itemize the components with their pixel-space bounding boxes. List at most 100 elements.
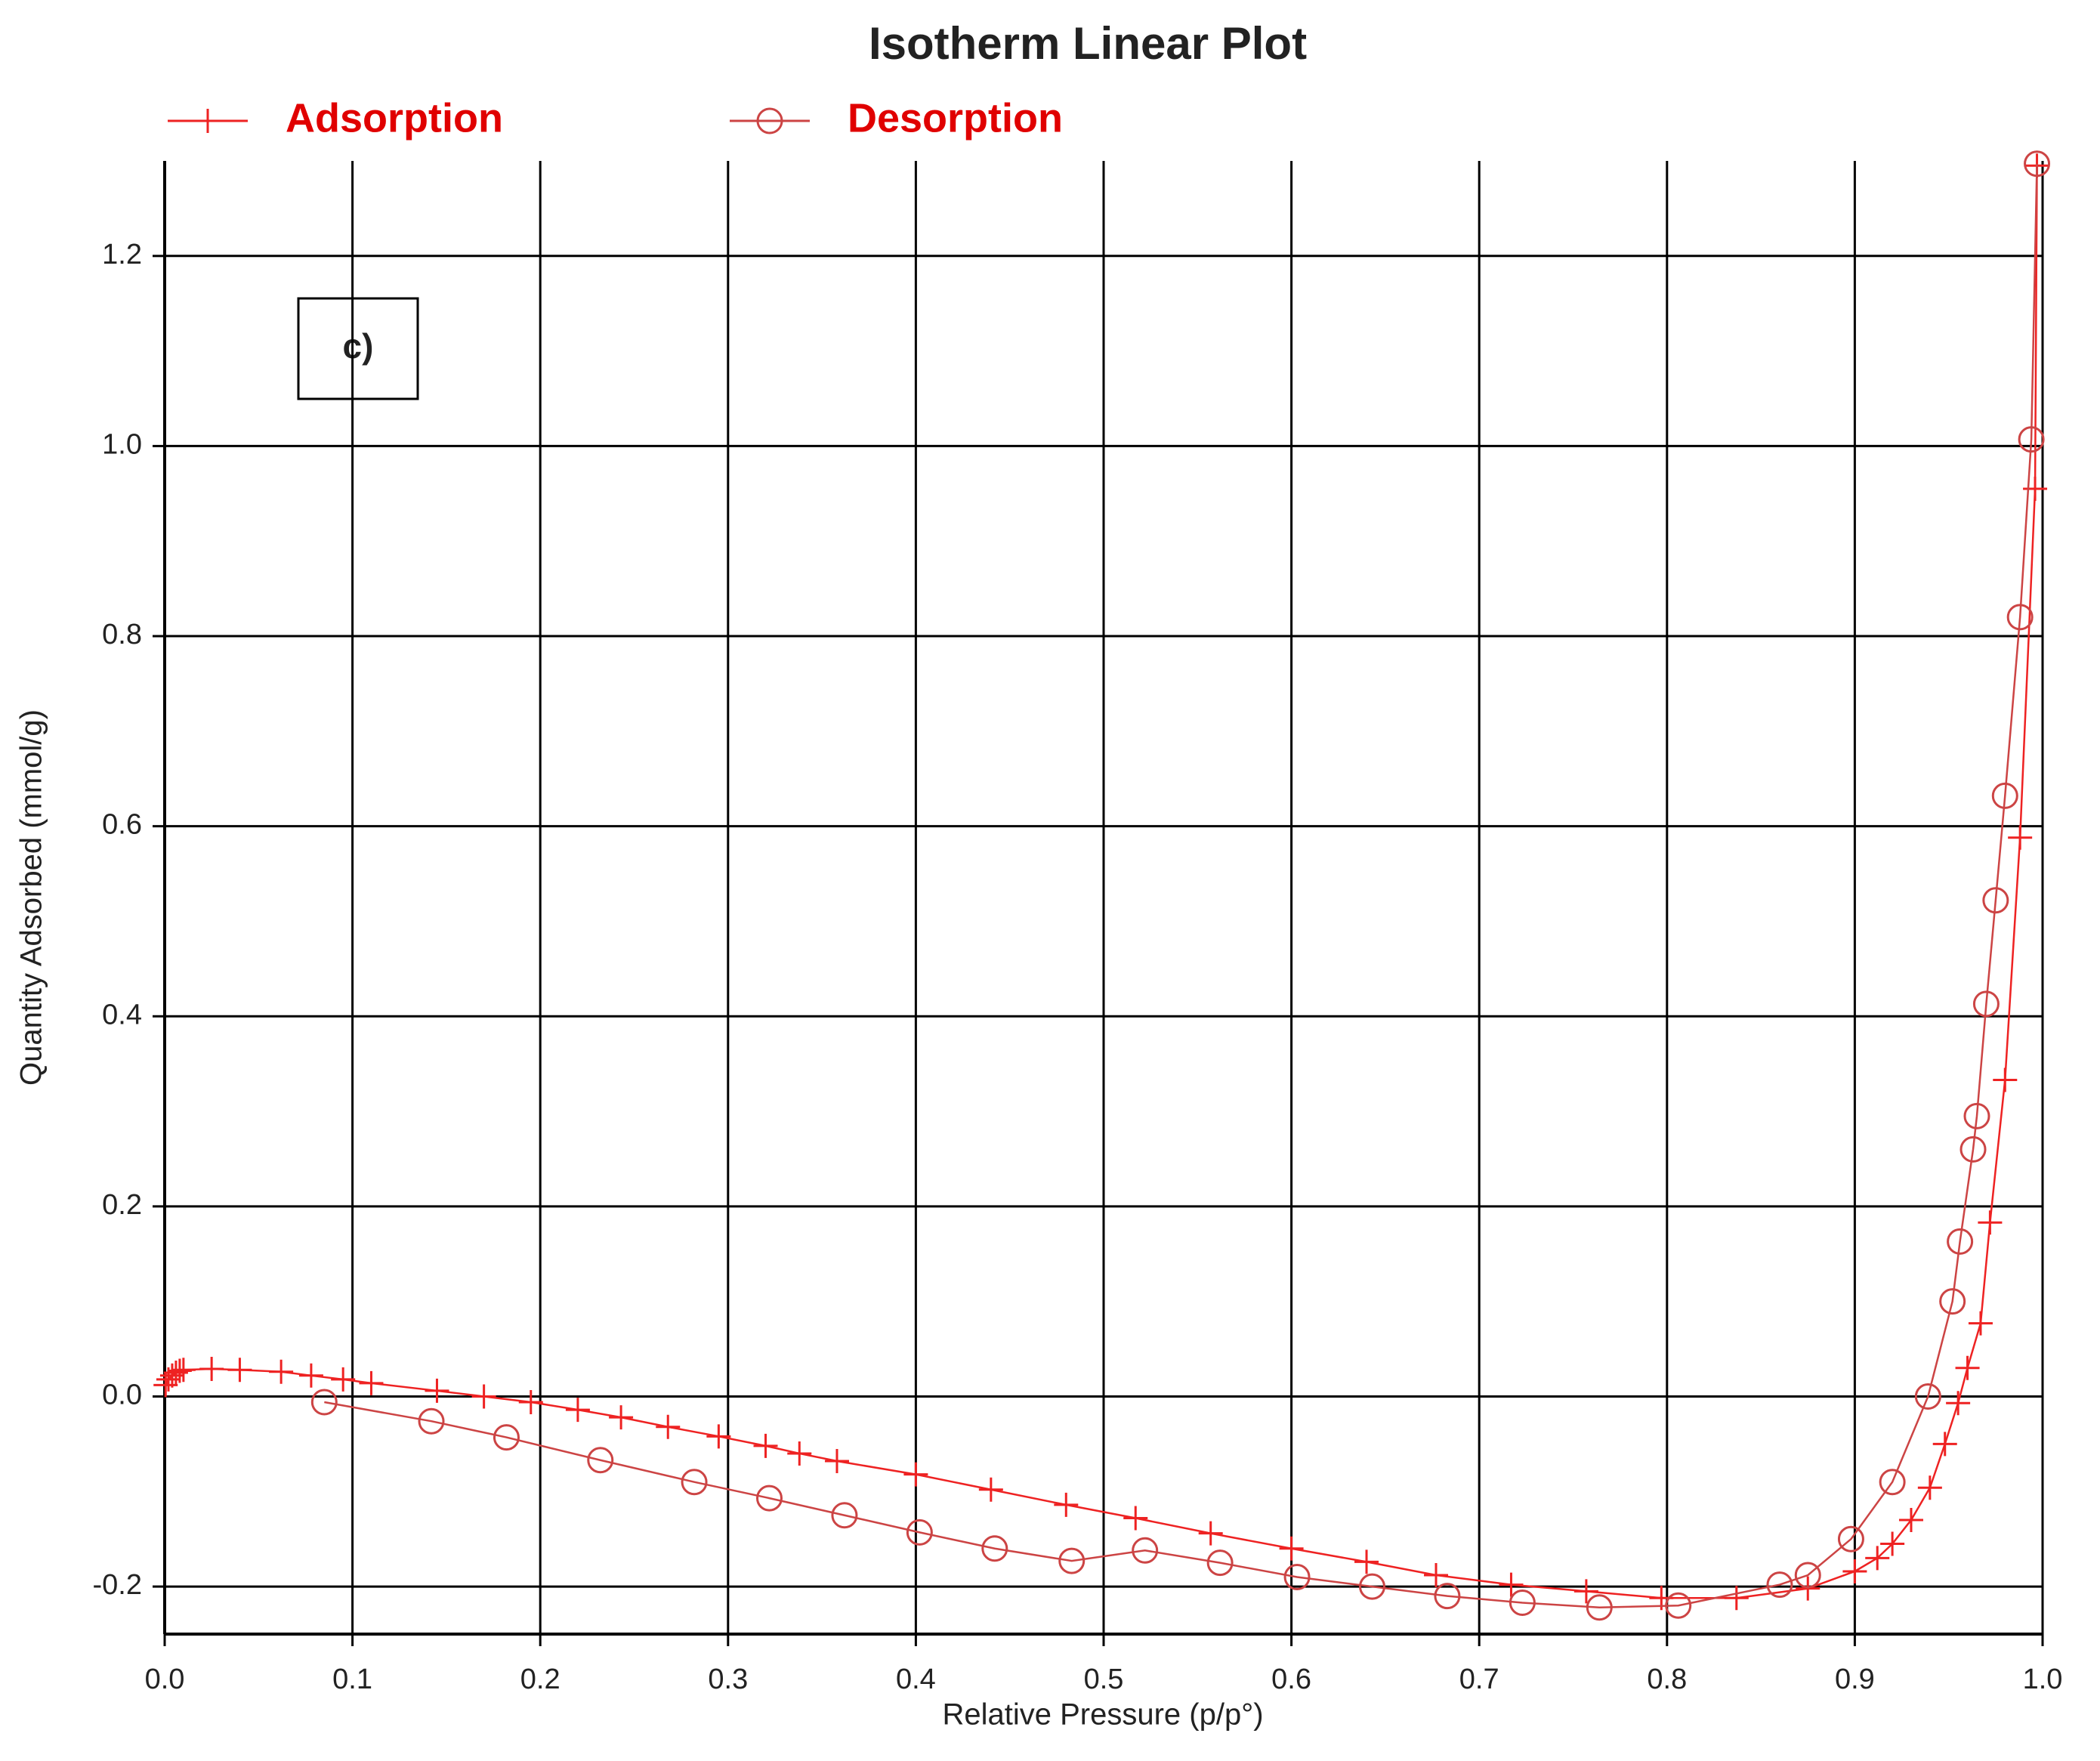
x-tick-label: 0.8: [1647, 1664, 1687, 1695]
data-point: [359, 1370, 384, 1395]
annotation: c): [343, 326, 374, 366]
x-tick-label: 0.7: [1459, 1664, 1499, 1695]
data-point: [1991, 782, 2018, 809]
data-point: [1879, 1469, 1906, 1496]
legend-label: Adsorption: [286, 95, 503, 141]
chart-title: Isotherm Linear Plot: [869, 18, 1307, 69]
data-point: [1434, 1583, 1461, 1610]
data-point: [227, 1358, 252, 1383]
x-tick-label: 0.4: [896, 1664, 936, 1695]
data-point: [1968, 1311, 1993, 1336]
data-point: [2023, 477, 2048, 502]
data-point: [1898, 1508, 1923, 1533]
data-point: [1206, 1549, 1234, 1577]
y-tick-label: 0.0: [102, 1379, 142, 1411]
data-point: [787, 1441, 812, 1466]
x-tick-label: 0.9: [1835, 1664, 1875, 1695]
data-point: [298, 1363, 323, 1388]
annotation-box: [297, 297, 419, 400]
y-tick-label: 0.6: [102, 809, 142, 841]
data-point: [1946, 1391, 1971, 1416]
data-point: [1058, 1547, 1086, 1574]
data-point: [681, 1469, 708, 1496]
data-point: [1509, 1589, 1536, 1616]
data-point: [171, 1358, 196, 1383]
data-point: [1358, 1573, 1385, 1600]
x-tick-label: 0.6: [1271, 1664, 1311, 1695]
data-point: [1914, 1383, 1941, 1410]
y-tick-label: 0.8: [102, 619, 142, 650]
x-tick-label: 0.2: [520, 1664, 561, 1695]
data-point: [1354, 1549, 1379, 1574]
data-point: [1796, 1576, 1821, 1601]
data-point: [1132, 1537, 1159, 1564]
x-tick-label: 1.0: [2023, 1664, 2063, 1695]
y-tick-label: -0.2: [93, 1569, 142, 1601]
data-point: [1963, 1102, 1990, 1129]
data-point: [1939, 1288, 1966, 1315]
data-point: [493, 1424, 520, 1451]
x-axis-label: Relative Pressure (p/p°): [942, 1698, 1263, 1732]
data-point: [1665, 1592, 1692, 1619]
x-tick-label: 0.0: [145, 1664, 185, 1695]
data-point: [1573, 1579, 1598, 1604]
data-point: [1424, 1563, 1449, 1587]
data-point: [1917, 1475, 1942, 1500]
data-point: [2006, 604, 2034, 631]
data-point: [1959, 1135, 1987, 1163]
data-point: [1123, 1506, 1148, 1531]
data-point: [518, 1390, 543, 1415]
legend-label: Desorption: [848, 95, 1063, 141]
y-tick-label: 1.0: [102, 428, 142, 460]
y-axis-label: Quantity Adsorbed (mmol/g): [15, 709, 48, 1086]
data-point: [1993, 1067, 2018, 1092]
data-point: [978, 1477, 1003, 1502]
data-point: [1880, 1531, 1905, 1556]
data-point: [425, 1378, 449, 1403]
data-point: [1837, 1525, 1864, 1552]
data-point: [755, 1484, 783, 1512]
data-point: [1982, 887, 2009, 914]
x-tick-label: 0.1: [332, 1664, 372, 1695]
series-line: [165, 165, 2038, 1599]
data-point: [1724, 1586, 1749, 1611]
data-point: [609, 1405, 634, 1430]
data-point: [706, 1424, 731, 1449]
x-tick-label: 0.5: [1084, 1664, 1124, 1695]
data-point: [831, 1502, 858, 1529]
data-point: [2024, 150, 2051, 178]
data-point: [1198, 1521, 1223, 1546]
series-line: [324, 163, 2038, 1609]
data-point: [2018, 426, 2045, 453]
data-point: [753, 1433, 778, 1458]
data-point: [1794, 1562, 1821, 1589]
data-point: [1865, 1546, 1890, 1571]
data-point: [903, 1462, 928, 1487]
data-point: [1586, 1594, 1613, 1621]
legend-marker: [756, 107, 783, 134]
x-tick-label: 0.3: [708, 1664, 748, 1695]
y-tick-label: 0.4: [102, 999, 142, 1030]
data-point: [1842, 1559, 1867, 1583]
data-point: [1499, 1572, 1524, 1597]
data-point: [418, 1407, 445, 1435]
data-point: [824, 1449, 849, 1474]
data-point: [1947, 1228, 1974, 1255]
y-tick-label: 0.2: [102, 1189, 142, 1221]
data-point: [2008, 825, 2033, 850]
data-point: [1955, 1355, 1980, 1380]
data-point: [1279, 1536, 1304, 1561]
data-point: [331, 1367, 356, 1392]
data-point: [1054, 1492, 1079, 1517]
data-point: [1978, 1210, 2003, 1235]
legend-marker: [196, 109, 220, 133]
data-point: [1932, 1432, 1957, 1457]
data-point: [981, 1535, 1008, 1562]
data-point: [471, 1384, 496, 1409]
data-point: [587, 1447, 614, 1474]
data-point: [1283, 1564, 1311, 1591]
data-point: [153, 1373, 178, 1398]
data-point: [656, 1414, 681, 1439]
data-point: [565, 1398, 590, 1423]
